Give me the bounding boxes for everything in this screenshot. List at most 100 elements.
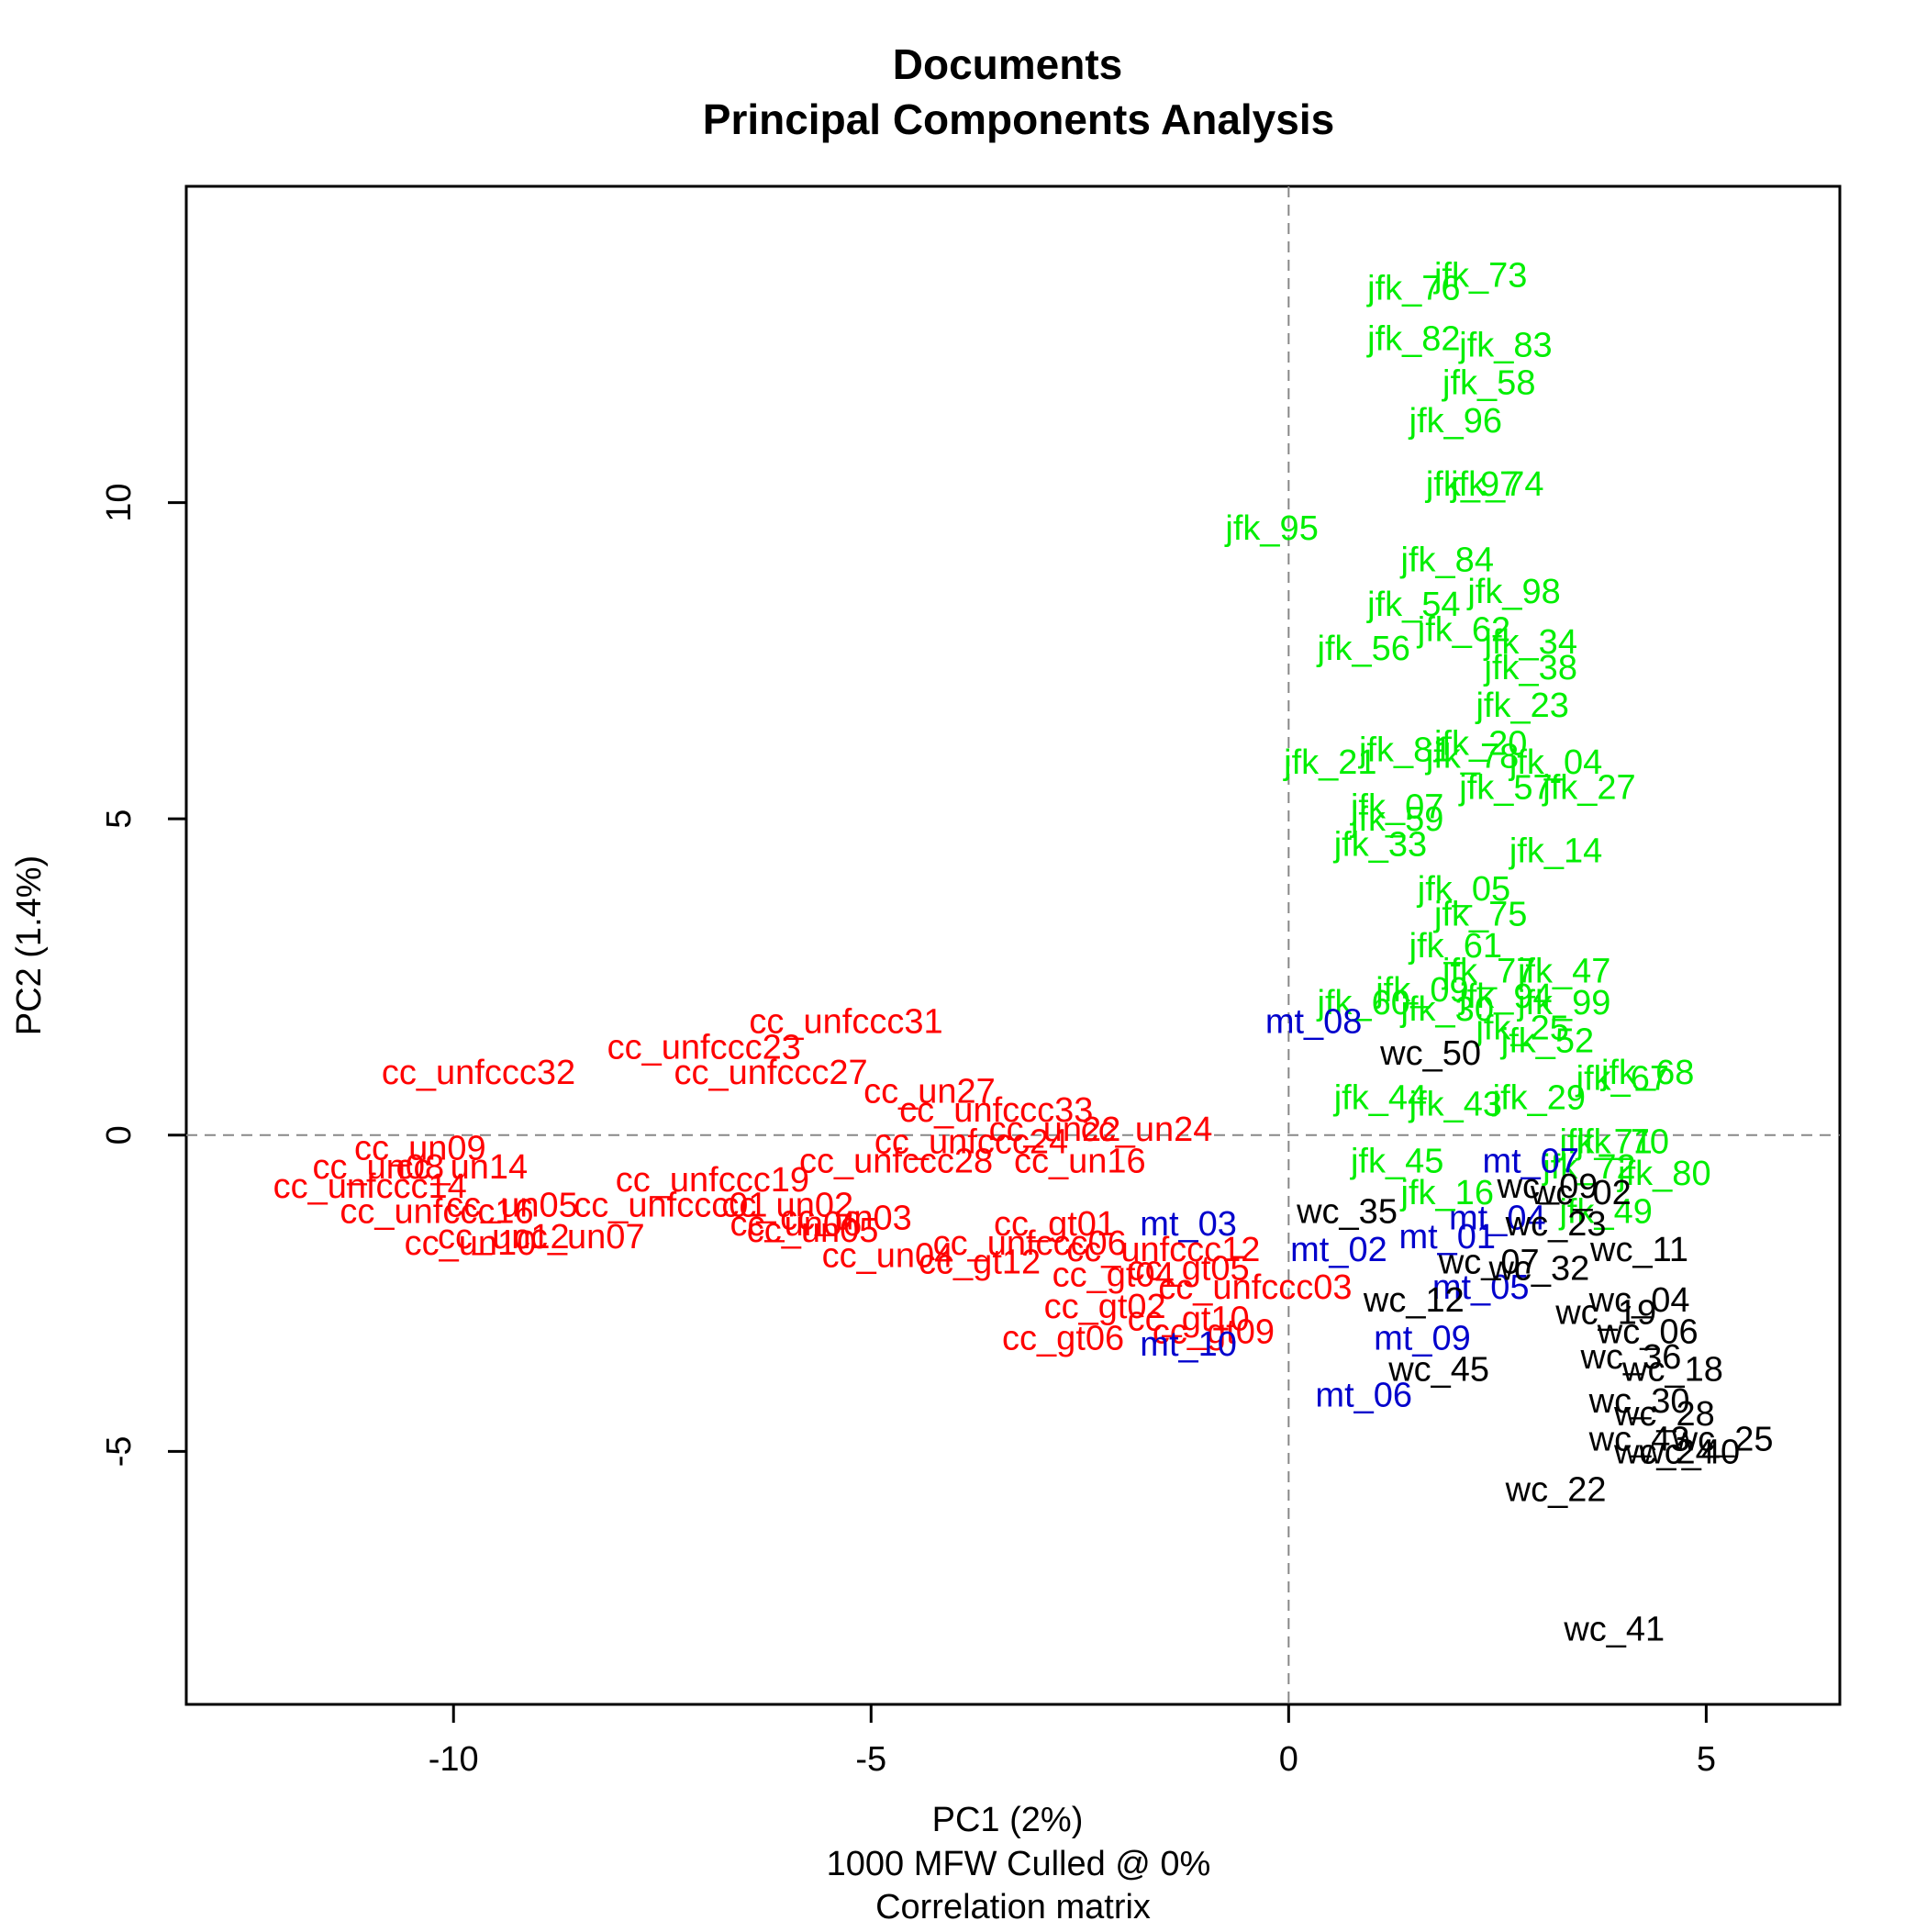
point-label: jfk_62 <box>1417 610 1510 649</box>
point-label: cc_unfccc23 <box>607 1028 801 1067</box>
point-label: jfk_76 <box>1366 269 1460 307</box>
footer-line-2: Correlation matrix <box>875 1888 1151 1926</box>
point-label: jfk_58 <box>1442 364 1535 403</box>
x-tick-label: -5 <box>855 1740 886 1779</box>
point-label: jfk_21 <box>1283 743 1376 782</box>
point-label: cc_gt05 <box>1128 1249 1250 1288</box>
point-label: mt_07 <box>1482 1142 1579 1180</box>
point-label: jfk_72 <box>1542 1148 1635 1187</box>
point-label: cc_unfccc31 <box>749 1003 942 1042</box>
y-axis-label: PC2 (1.4%) <box>10 855 49 1035</box>
chart-title: Documents <box>893 40 1122 88</box>
point-label: jfk_99 <box>1517 984 1610 1022</box>
point-label: wc_09 <box>1497 1167 1598 1206</box>
point-label: jfk_07 <box>1350 787 1443 826</box>
point-label: jfk_34 <box>1484 623 1577 662</box>
point-label: jfk_83 <box>1458 326 1552 364</box>
plot-frame <box>184 184 1842 1706</box>
point-label: cc_un22 <box>989 1111 1121 1149</box>
point-label: jfk_84 <box>1400 542 1494 580</box>
y-axis: -5 0 5 10 <box>100 483 186 1467</box>
point-label: jfk_20 <box>1433 724 1527 763</box>
point-label: jfk_54 <box>1366 586 1460 624</box>
point-label: wc_19 <box>1554 1294 1656 1333</box>
point-label: cc_un07 <box>513 1218 645 1256</box>
point-label: jfk_73 <box>1433 256 1527 295</box>
y-tick-label: 0 <box>100 1125 139 1145</box>
point-label: wc_45 <box>1387 1351 1489 1390</box>
point-label: jfk_25 <box>1475 1010 1568 1048</box>
point-label: mt_05 <box>1432 1268 1530 1307</box>
point-label: cc_gt06 <box>1002 1319 1124 1357</box>
point-label: jfk_94 <box>1458 977 1552 1016</box>
point-label: jfk_23 <box>1475 687 1568 725</box>
point-label: cc_gt12 <box>919 1244 1041 1282</box>
point-label: wc_43 <box>1588 1421 1690 1459</box>
point-label: jfk_59 <box>1350 800 1443 839</box>
point-label: jfk_74 <box>1450 465 1543 504</box>
point-label: wc_02 <box>1530 1174 1632 1212</box>
point-label: jfk_45 <box>1350 1142 1443 1180</box>
point-label: cc_un24 <box>1081 1111 1213 1149</box>
point-label: cc_un05 <box>747 1212 879 1250</box>
point-label: wc_35 <box>1296 1192 1398 1231</box>
point-label: jfk_77 <box>1442 953 1535 991</box>
x-axis: -10 -5 0 5 <box>429 1704 1716 1779</box>
point-label: jfk_47 <box>1517 953 1610 991</box>
point-label: jfk_38 <box>1484 649 1577 687</box>
point-label: cc_unfccc19 <box>616 1161 809 1200</box>
point-label: mt_09 <box>1374 1319 1471 1357</box>
point-label: jfk_52 <box>1500 1022 1594 1060</box>
point-label: cc_un03 <box>780 1199 912 1237</box>
point-label: jfk_78 <box>1425 737 1519 776</box>
point-label: jfk_27 <box>1542 769 1635 808</box>
point-label: cc_unfccc01 <box>574 1187 767 1225</box>
y-tick-label: 5 <box>100 810 139 829</box>
point-label: jfk_96 <box>1409 402 1502 441</box>
point-label: wc_28 <box>1613 1395 1715 1434</box>
point-label: wc_24 <box>1613 1433 1715 1471</box>
point-label: cc_un14 <box>395 1148 528 1187</box>
point-label: mt_10 <box>1140 1325 1237 1364</box>
point-label: wc_40 <box>1638 1433 1740 1471</box>
point-label: jfk_67 <box>1576 1060 1669 1099</box>
point-label: cc_un08 <box>312 1148 444 1187</box>
point-label: wc_32 <box>1487 1249 1589 1288</box>
point-label: jfk_57 <box>1458 769 1552 808</box>
point-label: cc_gt04 <box>1053 1256 1175 1294</box>
point-label: wc_41 <box>1563 1610 1665 1648</box>
point-label: cc_un06 <box>730 1205 863 1244</box>
point-label: mt_06 <box>1315 1376 1412 1414</box>
point-label: wc_06 <box>1597 1312 1699 1351</box>
point-label: wc_18 <box>1621 1351 1723 1390</box>
point-label: wc_23 <box>1505 1205 1607 1244</box>
point-label: cc_un27 <box>863 1073 996 1111</box>
point-label: jfk_80 <box>1617 1155 1710 1193</box>
point-label: mt_01 <box>1398 1218 1496 1256</box>
point-label: wc_50 <box>1379 1034 1481 1073</box>
point-label: jfk_71 <box>1558 1123 1652 1162</box>
point-label: cc_unfccc24 <box>874 1123 1068 1162</box>
x-axis-label: PC1 (2%) <box>932 1801 1084 1839</box>
point-label: cc_unfccc16 <box>340 1192 533 1231</box>
point-label: cc_un09 <box>354 1130 486 1168</box>
point-label: cc_un04 <box>822 1237 954 1276</box>
point-label: mt_08 <box>1265 1003 1363 1042</box>
point-label: cc_un16 <box>1014 1142 1146 1180</box>
point-label: mt_02 <box>1290 1231 1387 1269</box>
point-label: wc_25 <box>1672 1421 1774 1459</box>
point-label: jfk_30 <box>1400 990 1494 1029</box>
point-label: cc_un02 <box>721 1187 853 1225</box>
point-label: jfk_43 <box>1409 1085 1502 1123</box>
x-tick-label: 5 <box>1697 1740 1716 1779</box>
chart-subtitle: Principal Components Analysis <box>703 95 1334 143</box>
point-label: cc_gt10 <box>1128 1301 1250 1339</box>
point-label: cc_unfccc33 <box>899 1091 1093 1130</box>
point-label: jfk_82 <box>1366 319 1460 358</box>
point-label: jfk_75 <box>1433 896 1527 934</box>
point-label: cc_unfccc27 <box>674 1054 867 1092</box>
point-label: jfk_09 <box>1375 971 1468 1010</box>
